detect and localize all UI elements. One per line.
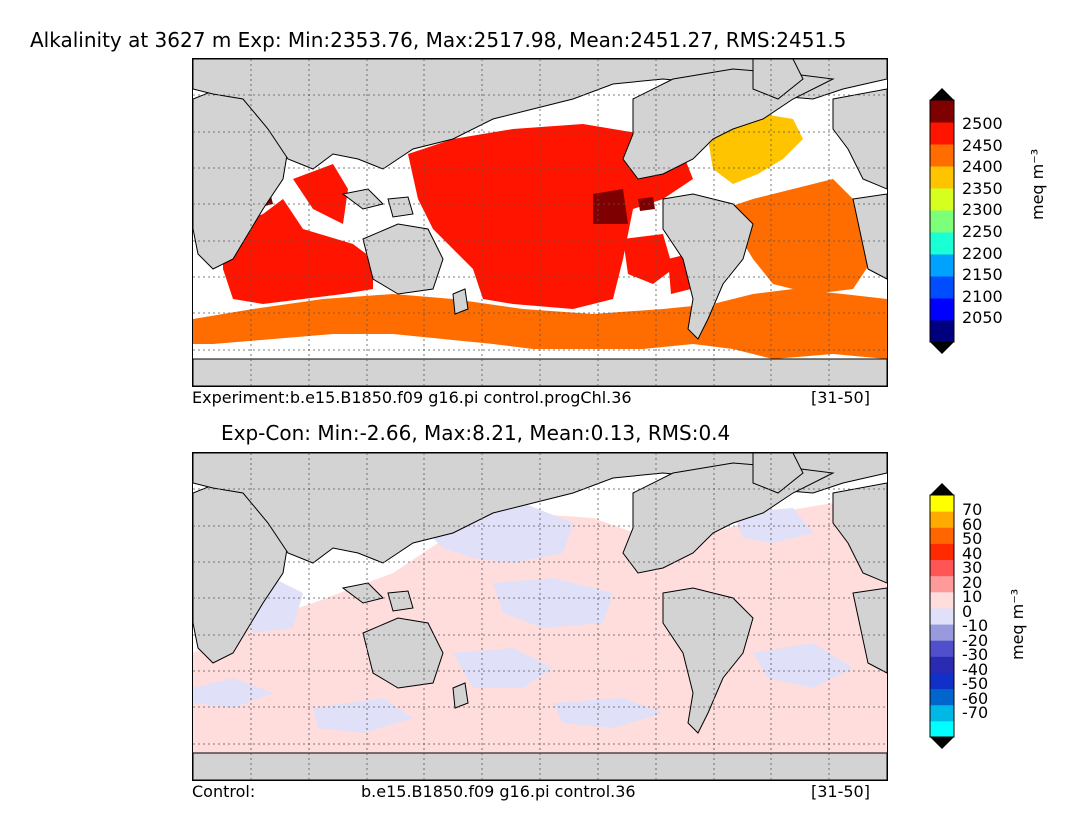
top-colorbar-swatch [930,232,954,255]
top-colorbar-tick-label: 2150 [962,265,1003,285]
bottom-caption-control: Control: [192,782,256,801]
bottom-colorbar-swatch [930,672,954,690]
bottom-map-canvas [193,453,887,780]
bottom-colorbar-tick-label: 30 [962,558,983,577]
bottom-colorbar-swatch [930,640,954,657]
bottom-colorbar-swatch [930,511,954,528]
bottom-colorbar-swatch [930,527,954,544]
top-caption-years: [31-50] [811,388,870,407]
top-colorbar-tick-label: 2350 [962,178,1003,198]
bottom-panel-title: Exp-Con: Min:-2.66, Max:8.21, Mean:0.13,… [221,421,731,445]
bottom-colorbar-tick-label: 70 [962,500,983,519]
top-colorbar-svg [929,88,955,354]
top-colorbar-tick-label: 2450 [962,135,1003,155]
bottom-colorbar-under-triangle [930,737,954,749]
top-panel-title: Alkalinity at 3627 m Exp: Min:2353.76, M… [30,28,847,52]
bottom-colorbar-tick-label: -20 [962,630,989,650]
bottom-colorbar-tick-label: 60 [962,514,983,534]
top-colorbar-tick-label: 2400 [962,157,1003,177]
top-colorbar-under-triangle [930,342,954,354]
top-colorbar-outline [929,99,955,343]
bottom-colorbar-tick-label: 10 [962,587,983,606]
top-land [193,59,887,386]
top-colorbar-over-triangle [930,88,954,100]
bottom-map [192,452,888,781]
bottom-colorbar-over-triangle [930,483,954,495]
bottom-colorbar-outline [929,494,955,738]
bottom-colorbar-swatch [930,720,954,738]
top-colorbar-tick-label: 2300 [962,200,1003,220]
bottom-colorbar-tick-label: -30 [962,645,989,664]
bottom-colorbar-swatch [930,495,954,512]
bottom-colorbar-swatch [930,704,954,722]
bottom-colorbar-swatch [930,591,954,609]
top-caption-experiment: Experiment:b.e15.B1850.f09 g16.pi contro… [192,388,632,407]
bottom-colorbar-tick-label: 50 [962,529,983,548]
top-colorbar-unit: meq m⁻³ [1028,148,1047,220]
top-gridlines [193,59,887,386]
bottom-colorbar-unit: meq m⁻³ [1008,588,1027,660]
top-colorbar-tick-label: 2050 [962,308,1003,328]
bottom-colorbar-tick-label: -50 [962,674,989,693]
bottom-colorbar-swatch [930,575,954,593]
bottom-colorbar-tick-label: 0 [962,601,973,621]
top-colorbar-swatch [930,188,954,211]
top-map [192,58,888,387]
bottom-colorbar-swatch [930,559,954,577]
bottom-colorbar-tick-label: -70 [962,703,989,722]
top-colorbar-swatch [930,144,954,167]
top-colorbar-swatch [930,166,954,189]
bottom-colorbar [929,483,955,749]
bottom-colorbar-tick-label: -40 [962,659,989,679]
bottom-colorbar-tick-label: -60 [962,688,989,708]
top-colorbar-swatch [930,276,954,299]
bottom-caption-case: b.e15.B1850.f09 g16.pi control.36 [361,782,636,801]
top-colorbar-tick-label: 2250 [962,222,1003,241]
top-colorbar-tick-label: 2500 [962,114,1003,133]
top-colorbar-swatch [930,298,954,321]
bottom-colorbar-tick-label: 40 [962,543,983,563]
bottom-colorbar-swatch [930,688,954,706]
bottom-colorbar-svg [929,483,955,749]
bottom-colorbar-swatch [930,656,954,673]
bottom-caption-years: [31-50] [811,782,870,801]
bottom-colorbar-tick-label: 20 [962,572,983,592]
top-colorbar-swatch [930,122,954,145]
top-colorbar-swatch [930,254,954,277]
top-colorbar-swatch [930,210,954,233]
bottom-colorbar-tick-label: -10 [962,616,989,635]
bottom-colorbar-swatch [930,607,954,625]
bottom-colorbar-swatch [930,543,954,561]
top-map-canvas [193,59,887,386]
bottom-colorbar-swatch [930,624,954,641]
top-colorbar-swatch [930,320,954,343]
bottom-gridlines [193,453,887,780]
top-colorbar-tick-label: 2200 [962,243,1003,263]
bottom-land [193,453,887,780]
top-colorbar-tick-label: 2100 [962,286,1003,306]
top-colorbar-swatch [930,100,954,123]
top-colorbar [929,88,955,354]
